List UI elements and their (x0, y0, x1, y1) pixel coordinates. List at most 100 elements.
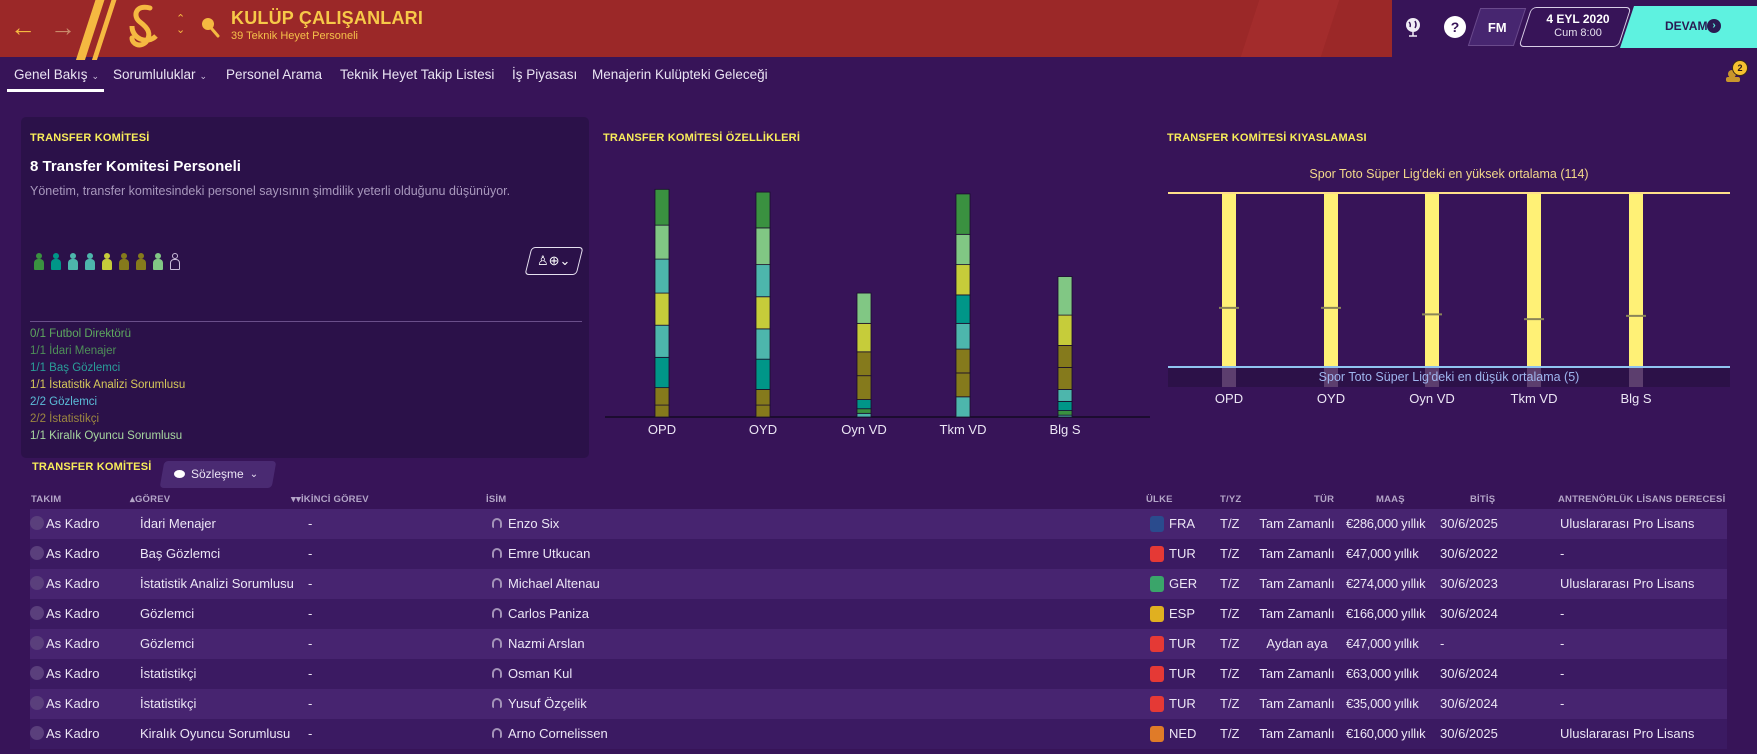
range-bar-oyn-vd[interactable] (1425, 193, 1439, 367)
role-count-item[interactable]: 2/2 Gözlemci (30, 396, 98, 408)
club-switch-arrows-icon[interactable]: ⌃ ⌄ (176, 13, 186, 36)
back-arrow-icon[interactable]: ← (10, 12, 36, 42)
col-header-license[interactable]: ANTRENÖRLÜK LİSANS DERECESİ (1558, 494, 1726, 505)
check-icon[interactable] (30, 636, 44, 650)
check-icon[interactable] (30, 606, 44, 620)
bar-segment-blg-s-4[interactable] (1057, 367, 1073, 390)
bar-segment-tkm-vd-2[interactable] (955, 348, 971, 374)
name-link[interactable]: Carlos Paniza (508, 606, 589, 621)
bar-segment-oyd-3[interactable] (755, 328, 771, 360)
check-icon[interactable] (30, 516, 44, 530)
bar-segment-tkm-vd-3[interactable] (955, 322, 971, 350)
bar-segment-opd-1[interactable] (654, 387, 670, 406)
bar-segment-oyd-2[interactable] (755, 358, 771, 390)
name-link[interactable]: Arno Cornelissen (508, 726, 608, 741)
bar-segment-oyd-0[interactable] (755, 404, 771, 418)
table-row[interactable]: As Kadro İstatistikçi - Osman Kul TUR T/Z Tam … (30, 659, 1727, 689)
tab-overview[interactable]: Genel Bakış ⌄ (14, 67, 99, 82)
role-count-item[interactable]: 1/1 İdari Menajer (30, 345, 117, 357)
table-row[interactable]: As Kadro Baş Gözlemci - Emre Utkucan TUR T/Z T… (30, 539, 1727, 569)
add-staff-button[interactable]: ♙⊕⌄ (524, 247, 584, 275)
nation-cell[interactable]: TUR (1169, 636, 1196, 651)
bar-segment-oyn-vd-6[interactable] (856, 292, 872, 324)
bar-segment-opd-4[interactable] (654, 292, 670, 326)
name-link[interactable]: Nazmi Arslan (508, 636, 585, 651)
bar-segment-oyn-vd-3[interactable] (856, 375, 872, 400)
tab-job-market[interactable]: İş Piyasası (512, 67, 577, 82)
col-header-second-role[interactable]: ▾▾İKİNCİ GÖREV (291, 494, 369, 505)
range-bar-tkm-vd[interactable] (1527, 193, 1541, 367)
bar-segment-blg-s-5[interactable] (1057, 344, 1073, 368)
table-row[interactable]: As Kadro Gözlemci - Nazmi Arslan TUR T/Z Aydan… (30, 629, 1727, 659)
check-icon[interactable] (30, 546, 44, 560)
nation-cell[interactable]: ESP (1169, 606, 1196, 621)
bar-segment-blg-s-3[interactable] (1057, 389, 1073, 402)
search-icon[interactable] (200, 16, 220, 43)
range-bar-oyd[interactable] (1324, 193, 1338, 367)
bar-segment-oyd-6[interactable] (755, 227, 771, 266)
name-link[interactable]: Emre Utkucan (508, 546, 591, 561)
check-icon[interactable] (30, 666, 44, 680)
continue-arrow-icon[interactable]: › (1707, 19, 1721, 33)
bar-segment-tkm-vd-7[interactable] (955, 193, 971, 235)
date-display[interactable]: 4 EYL 2020 Cum 8:00 (1533, 12, 1623, 39)
view-selector[interactable]: Sözleşme ⌄ (174, 467, 258, 481)
role-count-item[interactable]: 0/1 Futbol Direktörü (30, 328, 131, 340)
bar-segment-opd-5[interactable] (654, 258, 670, 294)
tab-manager-future[interactable]: Menajerin Kulüpteki Geleceği (592, 67, 768, 82)
role-count-item[interactable]: 1/1 İstatistik Analizi Sorumlusu (30, 379, 186, 391)
range-bar-opd[interactable] (1222, 193, 1236, 367)
bar-segment-oyd-7[interactable] (755, 191, 771, 229)
table-row[interactable]: As Kadro İstatistikçi - Yusuf Özçelik TUR T/Z… (30, 689, 1727, 719)
continue-button[interactable] (1620, 6, 1757, 48)
bar-segment-oyn-vd-5[interactable] (856, 322, 872, 353)
bar-segment-blg-s-2[interactable] (1057, 400, 1073, 411)
bar-segment-tkm-vd-5[interactable] (955, 264, 971, 296)
bar-segment-tkm-vd-0[interactable] (955, 396, 971, 418)
name-link[interactable]: Yusuf Özçelik (508, 696, 587, 711)
bar-segment-blg-s-6[interactable] (1057, 314, 1073, 346)
bar-segment-tkm-vd-6[interactable] (955, 233, 971, 266)
bar-segment-oyd-5[interactable] (755, 264, 771, 298)
bar-segment-oyd-4[interactable] (755, 296, 771, 330)
table-row[interactable]: As Kadro Kiralık Oyuncu Sorumlusu - Arno Co… (30, 719, 1727, 749)
bar-segment-oyd-1[interactable] (755, 389, 771, 406)
bar-segment-oyn-vd-4[interactable] (856, 351, 872, 377)
notification-button[interactable]: 2 (1724, 60, 1748, 82)
col-header-tyz[interactable]: T/YZ (1220, 494, 1242, 505)
bar-segment-blg-s-1[interactable] (1057, 410, 1073, 416)
help-icon[interactable]: ? (1444, 16, 1466, 38)
nation-cell[interactable]: TUR (1169, 666, 1196, 681)
col-header-expires[interactable]: BİTİŞ (1470, 494, 1496, 505)
col-header-nation[interactable]: ÜLKE (1146, 494, 1173, 505)
bar-segment-tkm-vd-4[interactable] (955, 294, 971, 324)
nation-cell[interactable]: FRA (1169, 516, 1195, 531)
table-row[interactable]: As Kadro İdari Menajer - Enzo Six FRA T/Z Tam … (30, 509, 1727, 539)
bar-segment-oyn-vd-0[interactable] (856, 412, 872, 418)
col-header-team[interactable]: TAKIM (31, 494, 62, 505)
bar-segment-tkm-vd-1[interactable] (955, 372, 971, 398)
check-icon[interactable] (30, 576, 44, 590)
check-icon[interactable] (30, 726, 44, 740)
nation-cell[interactable]: TUR (1169, 696, 1196, 711)
tab-responsibilities[interactable]: Sorumluluklar ⌄ (113, 67, 207, 82)
name-link[interactable]: Enzo Six (508, 516, 560, 531)
globe-icon[interactable] (1403, 16, 1423, 43)
col-header-name[interactable]: İSİM (486, 494, 507, 505)
nation-cell[interactable]: TUR (1169, 546, 1196, 561)
bar-segment-opd-2[interactable] (654, 356, 670, 389)
bar-segment-blg-s-7[interactable] (1057, 276, 1073, 316)
bar-segment-oyn-vd-1[interactable] (856, 408, 872, 414)
table-row[interactable]: As Kadro Gözlemci - Carlos Paniza ESP T/Z Tam … (30, 599, 1727, 629)
bar-segment-opd-7[interactable] (654, 188, 670, 226)
bar-segment-oyn-vd-2[interactable] (856, 399, 872, 410)
name-link[interactable]: Osman Kul (508, 666, 573, 681)
col-header-wage[interactable]: MAAŞ (1376, 494, 1405, 505)
range-bar-blg-s[interactable] (1629, 193, 1643, 367)
continue-label[interactable]: DEVAM (1665, 19, 1708, 33)
bar-segment-opd-3[interactable] (654, 324, 670, 358)
check-icon[interactable] (30, 696, 44, 710)
forward-arrow-icon[interactable]: → (50, 12, 76, 42)
nation-cell[interactable]: GER (1169, 576, 1198, 591)
col-header-role[interactable]: ▴GÖREV (130, 494, 170, 505)
